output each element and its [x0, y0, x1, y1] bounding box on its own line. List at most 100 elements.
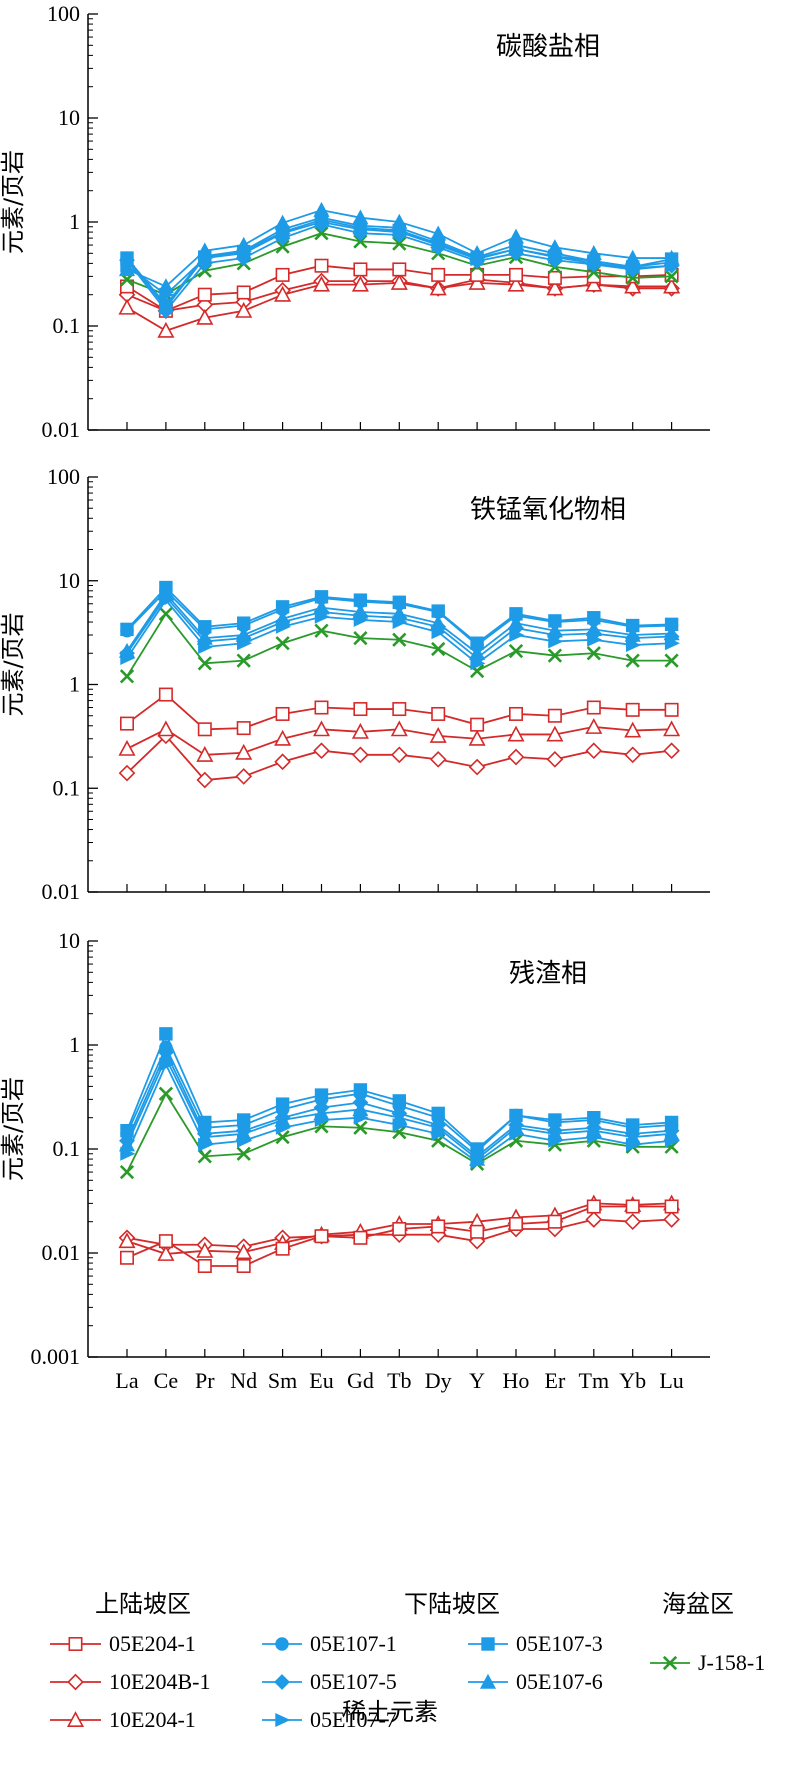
legend-group-title: 下陆坡区 [404, 1590, 500, 1618]
data-point [158, 1234, 173, 1249]
y-tick-label: 0.1 [53, 1136, 81, 1161]
data-point [353, 234, 368, 249]
legend-item-10E204B-1: 10E204B-1 [50, 1669, 210, 1694]
y-tick-label: 0.001 [31, 1344, 81, 1369]
data-point [353, 1120, 368, 1135]
legend-item-05E107-1: 05E107-1 [262, 1631, 397, 1656]
data-point [157, 321, 175, 338]
x-axis-labels: La Ce Pr Nd Sm Eu Gd Tb Dy Y Ho Er Tm Yb Lu [115, 1368, 683, 1393]
data-point [664, 617, 679, 632]
legend-label: J-158-1 [698, 1650, 765, 1675]
legend-group-title: 海盆区 [662, 1590, 734, 1618]
panel-title: 碳酸盐相 [496, 32, 600, 62]
data-point [507, 725, 525, 742]
legend-label: 05E107-6 [516, 1669, 603, 1694]
data-point [198, 250, 212, 264]
data-point [664, 269, 679, 284]
data-point [274, 753, 291, 771]
data-point [274, 1111, 291, 1127]
legend-item-05E107-5: 05E107-5 [262, 1669, 397, 1694]
data-point [431, 1219, 446, 1234]
data-point [392, 223, 407, 238]
data-point [585, 1122, 602, 1138]
data-point [352, 1101, 369, 1117]
data-point [391, 605, 408, 621]
data-point [468, 729, 486, 746]
data-point [158, 687, 173, 702]
data-point [352, 746, 369, 764]
data-point [546, 1125, 563, 1141]
data-point [663, 720, 681, 737]
data-point [392, 236, 407, 251]
legend-label: 10E204B-1 [109, 1669, 210, 1694]
data-point [546, 279, 564, 296]
data-point [507, 275, 525, 292]
data-point [274, 285, 292, 302]
y-axis-title: 元素/页岩 [0, 612, 27, 716]
legend-label: 05E107-7 [310, 1707, 397, 1732]
x-tick-label: Ce [154, 1368, 178, 1393]
legend-marker [275, 1713, 291, 1727]
data-point [664, 252, 679, 266]
data-point [237, 1113, 251, 1127]
data-point [431, 267, 446, 282]
legend-marker [479, 1673, 497, 1689]
data-point [625, 653, 640, 668]
y-tick-label: 10 [58, 928, 80, 953]
series-05E107-6 [118, 1049, 680, 1166]
data-point [353, 593, 368, 607]
data-point [275, 1241, 290, 1256]
legend-item-05E107-3: 05E107-3 [468, 1631, 603, 1656]
data-point [158, 606, 174, 621]
series-05E107-3 [120, 213, 679, 315]
x-tick-label: Dy [425, 1368, 452, 1393]
y-tick-label: 100 [47, 1, 80, 26]
data-point [235, 1243, 253, 1260]
series-10E204-1 [118, 718, 681, 762]
data-point [509, 607, 523, 621]
data-point [470, 1142, 484, 1156]
legend-item-J-158-1: J-158-1 [650, 1650, 765, 1675]
data-point [470, 251, 484, 265]
data-point [587, 254, 601, 268]
data-point [586, 646, 601, 661]
series-05E107-3 [120, 580, 679, 650]
data-point [196, 629, 213, 645]
data-point [547, 708, 562, 723]
data-point [157, 1245, 175, 1261]
data-point [120, 251, 134, 265]
data-point [275, 1097, 290, 1111]
series-05E204-1 [120, 687, 679, 737]
data-point [586, 1199, 601, 1214]
data-point [585, 621, 602, 637]
data-point [236, 721, 251, 736]
data-point [470, 717, 485, 732]
data-point [663, 277, 681, 294]
data-point [546, 725, 564, 742]
data-point [157, 278, 174, 294]
y-tick-label: 1 [69, 209, 80, 234]
y-axis-title: 元素/页岩 [0, 150, 27, 254]
legend-label: 05E107-5 [310, 1669, 397, 1694]
data-point [351, 722, 369, 739]
data-point [469, 1150, 486, 1166]
data-point [314, 1229, 329, 1244]
series-05E107-3 [120, 1027, 679, 1156]
y-tick-label: 0.1 [53, 313, 81, 338]
data-point [507, 1119, 525, 1135]
data-point [196, 1128, 213, 1144]
data-point [198, 620, 212, 634]
x-tick-label: Er [545, 1368, 566, 1393]
legend-label: 10E204-1 [109, 1707, 196, 1732]
data-point [313, 599, 330, 615]
legend-label: 05E107-1 [310, 1631, 397, 1656]
y-tick-label: 0.01 [42, 417, 81, 442]
legend-marker [275, 1637, 289, 1651]
data-point [548, 614, 562, 628]
x-tick-label: Pr [195, 1368, 215, 1393]
data-point [509, 242, 523, 256]
data-point [313, 742, 330, 760]
